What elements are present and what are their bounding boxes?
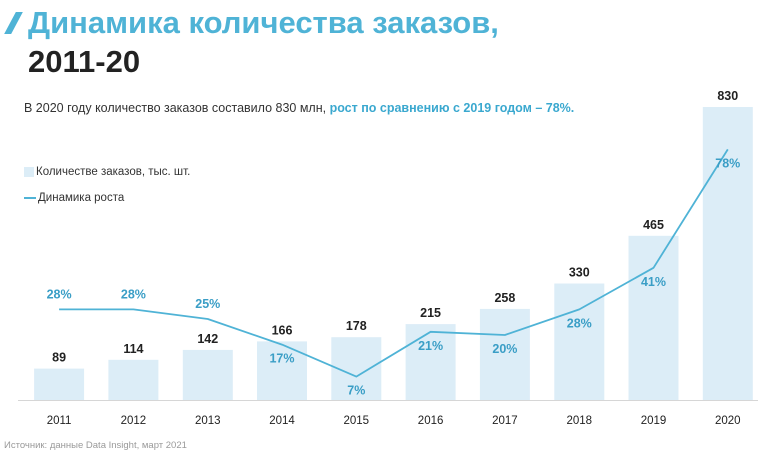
bar-2016 [405, 324, 456, 400]
bar-value-label: 830 [717, 89, 738, 103]
legend-bar-swatch [24, 167, 34, 177]
bar-2020 [702, 107, 753, 400]
growth-percent-label: 28% [47, 287, 72, 301]
growth-percent-label: 20% [492, 342, 517, 356]
subtitle: В 2020 году количество заказов составило… [24, 101, 574, 115]
x-tick-label: 2013 [195, 415, 221, 427]
page-title-years: 2011-20 [28, 44, 141, 79]
bar-value-label: 258 [494, 291, 515, 305]
bar-value-label: 330 [569, 266, 590, 280]
growth-percent-label: 28% [121, 287, 146, 301]
x-tick-label: 2017 [492, 415, 518, 427]
x-tick-label: 2018 [567, 415, 593, 427]
bar-value-label: 178 [346, 319, 367, 333]
growth-percent-label: 17% [269, 352, 294, 366]
legend-bars: Количестве заказов, тыс. шт. [24, 166, 190, 178]
legend-line-label: Динамика роста [38, 192, 125, 204]
bar-value-label: 465 [643, 218, 664, 232]
bar-value-label: 215 [420, 306, 441, 320]
bar-2012 [108, 359, 159, 400]
subtitle-text: В 2020 году количество заказов составило… [24, 101, 330, 115]
page-title: Динамика количества заказов, [28, 5, 499, 40]
x-tick-label: 2011 [47, 415, 72, 427]
x-tick-label: 2012 [121, 415, 147, 427]
growth-percent-label: 78% [715, 156, 740, 170]
growth-percent-label: 41% [641, 275, 666, 289]
legend-bars-label: Количестве заказов, тыс. шт. [36, 166, 191, 178]
growth-line [59, 148, 729, 378]
growth-percent-label: 21% [418, 339, 443, 353]
legend-line-swatch [24, 197, 36, 199]
bar-value-label: 142 [197, 332, 218, 346]
legend-line: Динамика роста [24, 192, 124, 204]
x-tick-label: 2020 [715, 415, 741, 427]
bar-2019 [628, 235, 679, 400]
x-tick-label: 2019 [641, 415, 667, 427]
x-tick-label: 2014 [269, 415, 295, 427]
bar-value-label: 166 [272, 323, 293, 337]
growth-percent-label: 7% [347, 384, 365, 398]
x-tick-label: 2016 [418, 415, 444, 427]
growth-percent-label: 25% [195, 297, 220, 311]
bar-2014 [257, 341, 307, 400]
bar-value-label: 114 [123, 342, 143, 356]
growth-percent-label: 28% [567, 316, 592, 330]
bar-2018 [554, 283, 605, 400]
bar-value-label: 89 [52, 351, 66, 365]
x-tick-label: 2015 [344, 415, 370, 427]
source-note: Источник: данные Data Insight, март 2021 [4, 440, 187, 451]
bar-2017 [479, 308, 530, 400]
bar-2011 [34, 368, 85, 400]
subtitle-highlight: рост по сравнению с 2019 годом – 78%. [329, 101, 575, 115]
bar-2013 [182, 349, 233, 400]
